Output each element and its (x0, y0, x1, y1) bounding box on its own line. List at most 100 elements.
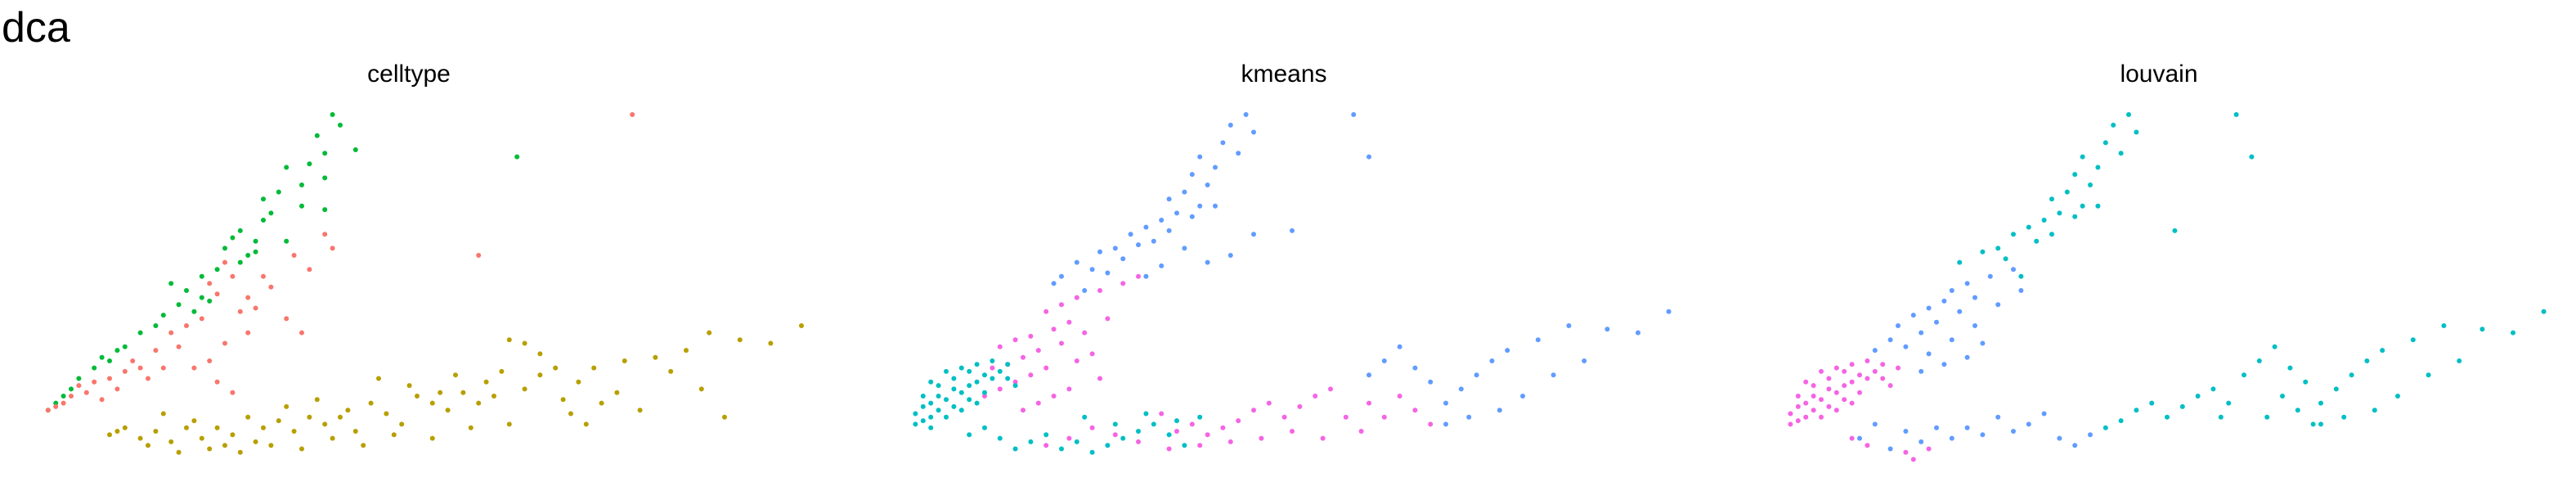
data-point (583, 421, 589, 427)
data-point (1849, 400, 1855, 406)
data-point (2349, 372, 2354, 378)
data-point (576, 379, 581, 385)
data-point (299, 203, 304, 209)
data-point (1497, 408, 1502, 413)
data-point (1666, 309, 1672, 314)
data-point (1857, 435, 1862, 441)
data-point (722, 414, 727, 420)
data-point (2256, 358, 2262, 363)
data-point (1012, 337, 1018, 343)
data-point (1051, 281, 1057, 286)
series-1 (45, 112, 520, 413)
data-point (1795, 394, 1801, 399)
data-point (415, 394, 420, 399)
data-point (1803, 400, 1809, 406)
data-point (1059, 446, 1064, 452)
data-point (1795, 418, 1801, 424)
data-point (2541, 309, 2547, 314)
data-point (997, 435, 1003, 441)
data-point (1412, 365, 1418, 371)
data-point (99, 354, 105, 360)
data-point (153, 429, 159, 434)
data-point (314, 397, 320, 403)
data-point (1636, 330, 1640, 336)
data-point (137, 365, 143, 371)
data-point (2049, 196, 2054, 202)
data-point (1849, 379, 1855, 385)
data-point (491, 394, 496, 399)
data-point (199, 316, 204, 322)
data-point (107, 432, 112, 438)
data-point (630, 112, 635, 117)
data-point (920, 394, 926, 399)
data-point (1865, 376, 1870, 381)
data-point (230, 432, 236, 438)
data-point (199, 295, 204, 300)
data-point (261, 273, 266, 279)
data-point (1166, 432, 1172, 438)
data-point (314, 133, 320, 138)
data-point (1842, 397, 1847, 403)
data-point (1919, 330, 1924, 336)
data-point (936, 394, 941, 399)
data-point (1551, 372, 1556, 378)
data-point (2134, 129, 2139, 135)
data-point (284, 238, 289, 244)
panel-celltype: celltype (0, 57, 818, 483)
data-point (352, 429, 358, 434)
data-point (1220, 140, 1226, 146)
data-point (698, 386, 704, 392)
data-point (1005, 362, 1011, 367)
data-point (1367, 154, 1371, 160)
data-point (2103, 425, 2108, 430)
data-point (1949, 337, 1954, 343)
data-point (537, 351, 543, 357)
data-point (1811, 408, 1816, 413)
data-point (768, 340, 774, 346)
data-point (1964, 354, 1970, 360)
data-point (944, 414, 949, 420)
data-point (322, 232, 328, 237)
data-point (330, 112, 335, 117)
data-point (261, 196, 266, 202)
data-point (299, 446, 304, 452)
data-point (506, 337, 512, 343)
data-point (2226, 400, 2232, 406)
data-point (1005, 376, 1011, 381)
data-point (1811, 394, 1816, 399)
data-point (1358, 429, 1364, 434)
series-3 (1788, 358, 1932, 462)
data-point (1474, 372, 1479, 378)
data-point (1842, 368, 1847, 374)
data-point (1297, 403, 1303, 409)
data-point (307, 267, 312, 273)
data-point (1819, 397, 1824, 403)
data-point (237, 227, 243, 233)
data-point (1582, 358, 1587, 363)
data-point (160, 411, 166, 417)
data-point (2149, 400, 2155, 406)
data-point (76, 376, 82, 381)
data-point (1887, 337, 1893, 343)
data-point (1849, 435, 1855, 441)
data-point (1082, 288, 1088, 293)
data-point (330, 435, 335, 441)
data-point (1788, 421, 1793, 427)
data-point (76, 383, 82, 389)
data-point (338, 414, 343, 420)
data-point (429, 435, 435, 441)
data-point (137, 330, 143, 336)
data-point (2118, 151, 2124, 156)
data-point (207, 281, 213, 286)
data-point (1105, 270, 1111, 276)
data-point (974, 400, 980, 406)
data-point (982, 372, 987, 378)
data-point (1120, 435, 1126, 441)
data-point (191, 418, 197, 424)
data-point (1466, 414, 1472, 420)
data-point (114, 386, 120, 392)
data-point (1803, 414, 1809, 420)
data-point (1949, 435, 1954, 441)
data-point (230, 273, 236, 279)
data-point (1220, 425, 1226, 430)
